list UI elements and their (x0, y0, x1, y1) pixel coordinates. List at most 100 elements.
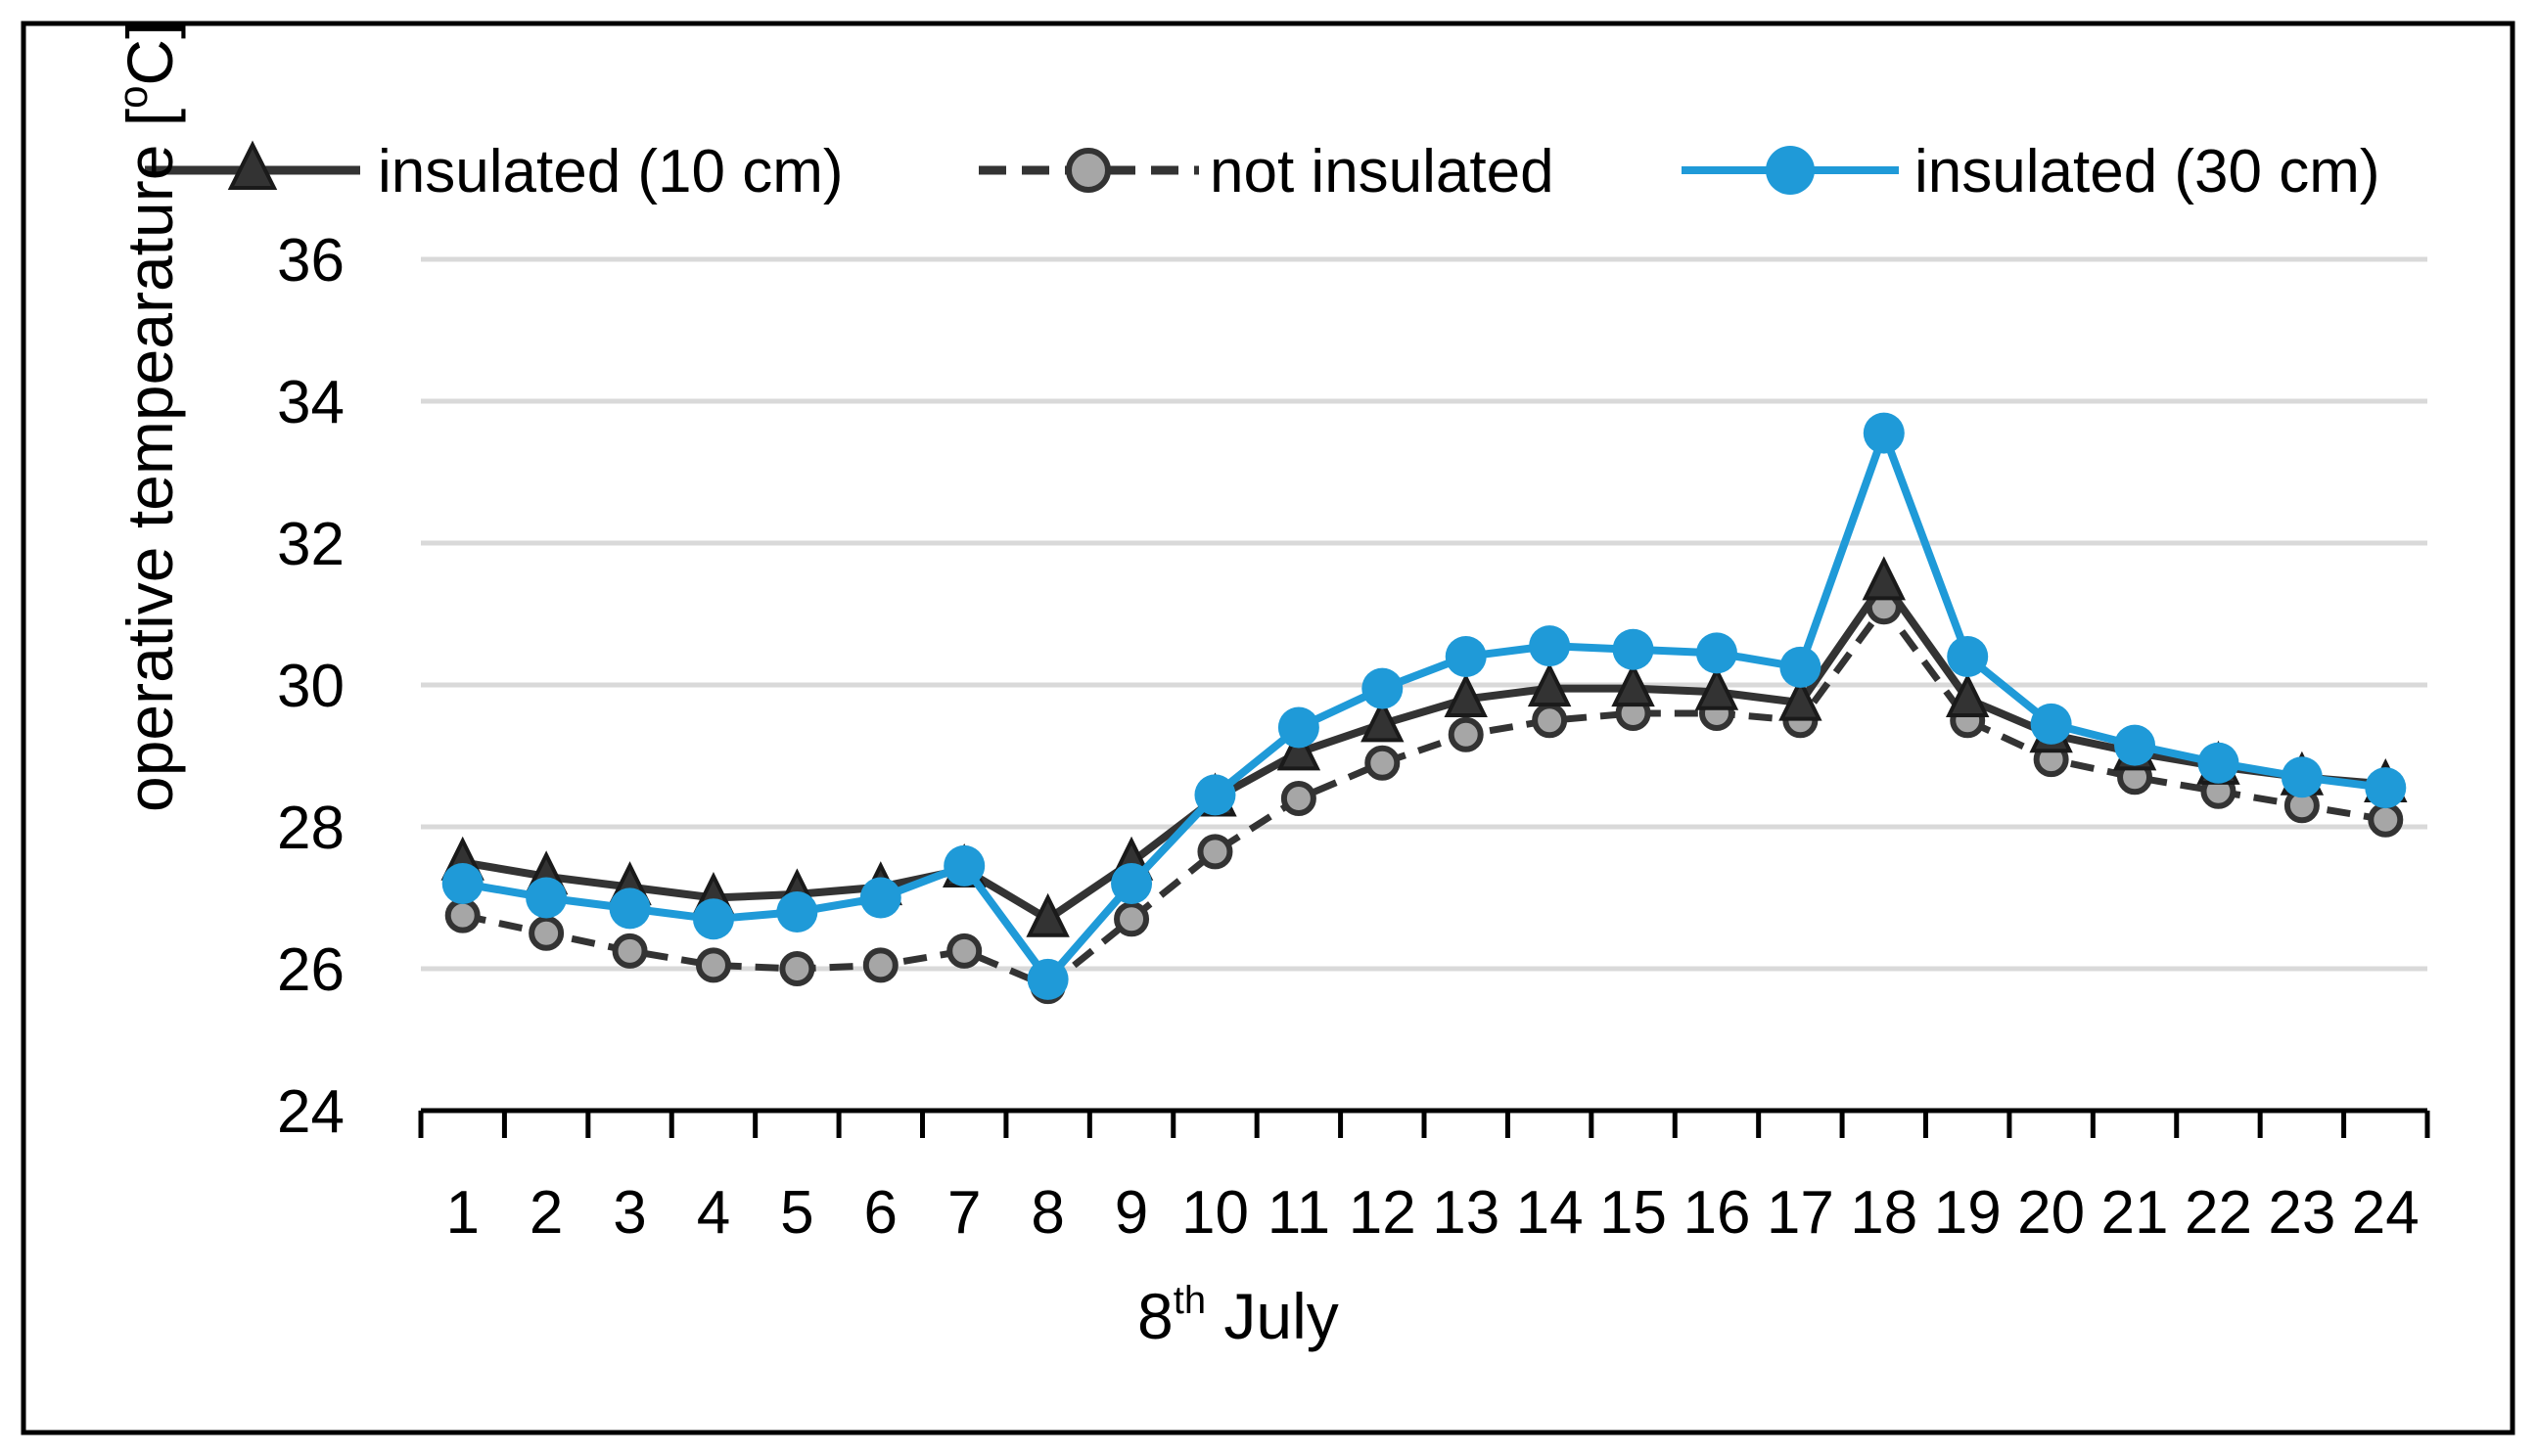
x-tick-label-3: 3 (613, 1179, 646, 1247)
y-tick-label-26: 26 (277, 936, 345, 1004)
x-axis-title-rest: July (1206, 1280, 1339, 1352)
data-point-insulated-30-cm-16 (1695, 632, 1737, 674)
x-tick-label-4: 4 (697, 1179, 730, 1247)
x-tick-label-2: 2 (530, 1179, 563, 1247)
series-insulated-30-cm (441, 412, 2407, 1000)
data-point-insulated-10-cm-12 (1360, 698, 1405, 743)
x-tick-label-1: 1 (445, 1179, 479, 1247)
legend-item-insulated-30cm: insulated (30 cm) (1682, 138, 2380, 205)
legend-triangle-marker (227, 140, 278, 190)
data-point-not-insulated-5 (779, 951, 815, 986)
data-point-insulated-10-cm-14 (1527, 662, 1572, 707)
data-point-not-insulated-7 (946, 933, 983, 969)
legend-item-not-insulated: not insulated (979, 138, 1554, 205)
x-tick-label-17: 17 (1767, 1179, 1834, 1247)
data-point-insulated-30-cm-7 (944, 844, 986, 887)
x-axis-title-main: 8 (1137, 1280, 1174, 1352)
x-tick-labels: 1 2 3 4 5 6 7 8 9 10 11 12 13 14 15 16 17 18 19 20 21 22 23 24 (445, 1179, 2419, 1247)
x-tick-label-11: 11 (1268, 1179, 1330, 1247)
x-tick-label-15: 15 (1599, 1179, 1667, 1247)
data-point-not-insulated-10 (1197, 834, 1233, 870)
data-point-not-insulated-3 (612, 933, 648, 969)
data-point-insulated-30-cm-19 (1947, 636, 1989, 677)
x-tick-label-13: 13 (1432, 1179, 1499, 1247)
data-point-insulated-30-cm-20 (2030, 703, 2072, 745)
data-point-not-insulated-9 (1114, 901, 1150, 937)
data-point-insulated-30-cm-8 (1027, 958, 1069, 1000)
data-point-insulated-30-cm-14 (1529, 625, 1571, 667)
y-tick-label-32: 32 (277, 511, 345, 578)
legend-label-insulated-10cm: insulated (10 cm) (378, 138, 844, 205)
data-point-insulated-30-cm-9 (1111, 863, 1153, 904)
y-axis-title: operative tempearature [oC] (110, 22, 186, 812)
x-tick-label-21: 21 (2101, 1179, 2169, 1247)
data-point-insulated-30-cm-17 (1779, 646, 1821, 688)
x-tick-label-9: 9 (1115, 1179, 1148, 1247)
x-tick-label-5: 5 (780, 1179, 813, 1247)
data-point-not-insulated-4 (695, 947, 731, 983)
x-tick-label-20: 20 (2017, 1179, 2085, 1247)
data-point-insulated-30-cm-11 (1277, 706, 1319, 749)
legend: insulated (10 cm) not insulated insulate… (145, 138, 2380, 205)
data-point-not-insulated-14 (1532, 703, 1568, 739)
legend-label-not-insulated: not insulated (1210, 138, 1554, 205)
data-point-not-insulated-12 (1364, 745, 1401, 781)
data-point-not-insulated-6 (862, 947, 899, 983)
data-point-not-insulated-24 (2368, 801, 2404, 838)
legend-label-insulated-30cm: insulated (30 cm) (1914, 138, 2380, 205)
x-tick-label-6: 6 (864, 1179, 898, 1247)
data-point-insulated-30-cm-5 (776, 891, 818, 933)
x-tick-label-10: 10 (1181, 1179, 1249, 1247)
data-point-insulated-30-cm-2 (526, 877, 568, 919)
legend-item-insulated-10cm: insulated (10 cm) (145, 138, 844, 205)
y-axis: 24 26 28 30 32 34 36 (277, 227, 345, 1146)
y-axis-title-sup: o (110, 86, 156, 109)
x-axis (418, 1108, 2430, 1138)
data-point-insulated-30-cm-4 (692, 898, 734, 940)
x-tick-label-19: 19 (1934, 1179, 2002, 1247)
data-point-insulated-10-cm-17 (1778, 676, 1822, 721)
data-point-not-insulated-2 (529, 915, 565, 951)
data-point-not-insulated-11 (1280, 781, 1316, 816)
y-axis-title-main: operative tempearature [ (114, 109, 186, 812)
y-tick-label-28: 28 (277, 795, 345, 862)
y-tick-label-24: 24 (277, 1078, 345, 1146)
data-point-insulated-30-cm-15 (1612, 628, 1654, 670)
x-tick-label-8: 8 (1031, 1179, 1064, 1247)
data-point-not-insulated-13 (1448, 716, 1484, 752)
x-tick-label-16: 16 (1683, 1179, 1750, 1247)
legend-circle-marker-small (1066, 148, 1111, 193)
data-point-insulated-10-cm-15 (1611, 662, 1655, 707)
data-point-insulated-10-cm-13 (1444, 672, 1488, 717)
x-axis-title: 8th July (1137, 1279, 1339, 1352)
plot-area (440, 412, 2408, 1005)
data-point-insulated-30-cm-22 (2197, 742, 2239, 784)
data-point-insulated-30-cm-1 (441, 863, 484, 904)
data-point-insulated-30-cm-18 (1863, 412, 1905, 454)
y-axis-title-rest: C] (114, 22, 186, 86)
data-point-insulated-30-cm-6 (859, 877, 901, 919)
data-point-not-insulated-1 (444, 897, 481, 933)
x-tick-label-24: 24 (2352, 1179, 2420, 1247)
data-point-insulated-30-cm-10 (1194, 774, 1236, 816)
data-point-insulated-10-cm-8 (1026, 892, 1070, 937)
x-tick-label-7: 7 (947, 1179, 981, 1247)
x-tick-label-14: 14 (1516, 1179, 1584, 1247)
data-point-insulated-10-cm-11 (1276, 726, 1321, 771)
data-point-insulated-10-cm-16 (1694, 665, 1739, 710)
data-point-insulated-10-cm-18 (1862, 556, 1907, 601)
x-tick-label-12: 12 (1349, 1179, 1416, 1247)
data-point-insulated-30-cm-21 (2114, 724, 2156, 766)
y-tick-label-34: 34 (277, 369, 345, 436)
data-point-insulated-30-cm-13 (1445, 636, 1487, 677)
x-tick-label-18: 18 (1850, 1179, 1917, 1247)
y-tick-label-30: 30 (277, 653, 345, 720)
y-tick-label-36: 36 (277, 227, 345, 295)
x-tick-label-22: 22 (2185, 1179, 2252, 1247)
data-point-insulated-10-cm-19 (1945, 672, 1990, 717)
data-point-insulated-30-cm-3 (609, 887, 651, 930)
x-tick-label-23: 23 (2268, 1179, 2335, 1247)
legend-circle-marker (1766, 146, 1815, 195)
data-point-insulated-30-cm-24 (2365, 767, 2407, 809)
